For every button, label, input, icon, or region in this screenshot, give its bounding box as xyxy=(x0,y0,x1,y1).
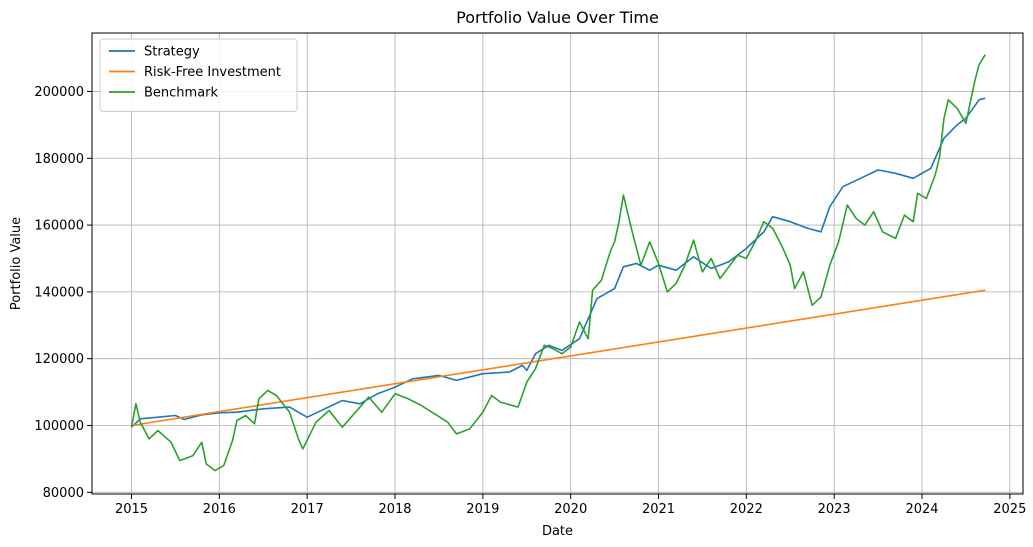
x-tick-label: 2015 xyxy=(115,502,148,517)
series-line-risk-free-investment xyxy=(131,289,986,427)
y-tick-label: 180000 xyxy=(34,152,84,167)
y-tick-label: 80000 xyxy=(43,486,84,501)
chart-title: Portfolio Value Over Time xyxy=(456,8,659,27)
legend-label: Strategy xyxy=(144,45,200,60)
y-tick-label: 160000 xyxy=(34,219,84,234)
legend-box xyxy=(99,38,298,112)
legend-label: Risk-Free Investment xyxy=(144,65,281,80)
y-axis-label: Portfolio Value xyxy=(9,217,24,310)
legend-label: Benchmark xyxy=(144,86,219,101)
y-tick-label: 140000 xyxy=(34,285,84,300)
x-tick-label: 2016 xyxy=(203,502,236,517)
x-tick-label: 2024 xyxy=(905,502,938,517)
y-tick-label: 120000 xyxy=(34,352,84,367)
x-tick-label: 2017 xyxy=(291,502,324,517)
plot-area xyxy=(91,32,1024,495)
series-line-strategy xyxy=(130,97,986,428)
x-axis-label: Date xyxy=(542,524,573,539)
x-tick-label: 2019 xyxy=(466,502,499,517)
x-tick-label: 2022 xyxy=(730,502,763,517)
series-line-benchmark xyxy=(130,54,986,472)
x-tick-label: 2018 xyxy=(378,502,411,517)
y-tick-label: 100000 xyxy=(34,419,84,434)
x-tick-label: 2020 xyxy=(554,502,587,517)
x-tick-label: 2021 xyxy=(642,502,675,517)
y-tick-label: 200000 xyxy=(34,85,84,100)
x-tick-label: 2023 xyxy=(818,502,851,517)
legend: Strategy Risk-Free Investment Benchmark xyxy=(99,38,298,112)
x-tick-label: 2025 xyxy=(993,502,1026,517)
